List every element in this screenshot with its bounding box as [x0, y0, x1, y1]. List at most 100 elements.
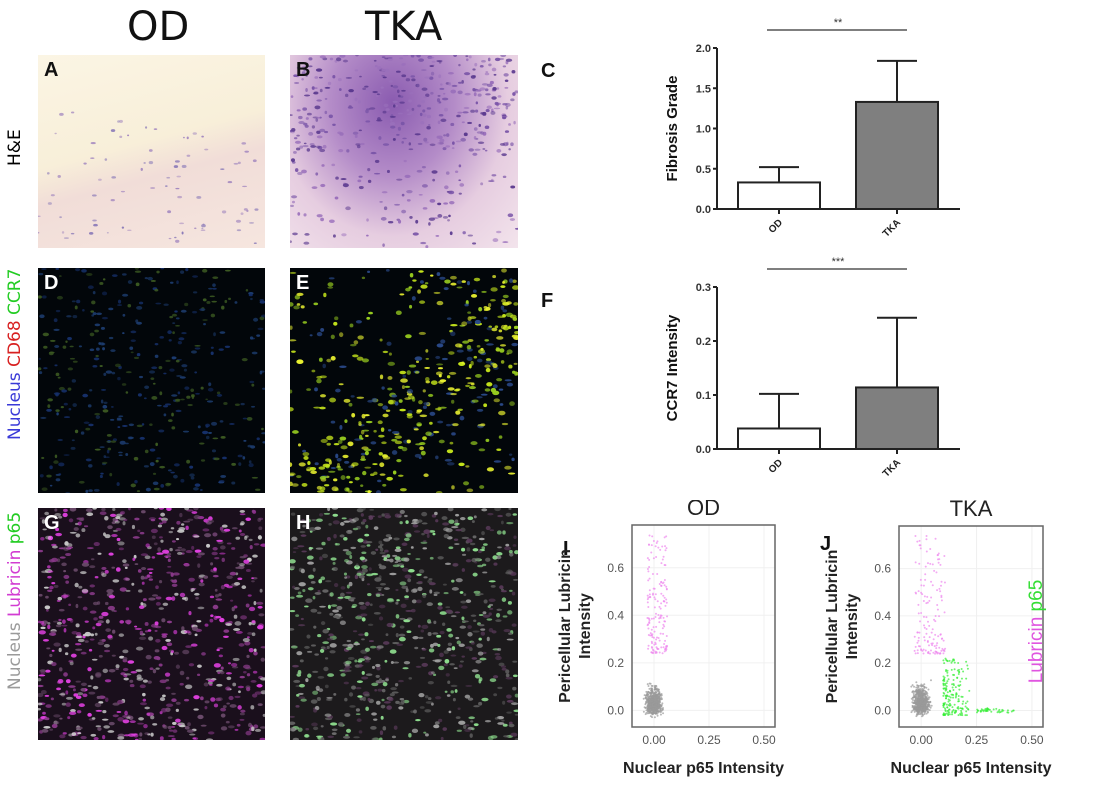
cell	[201, 227, 204, 230]
cell	[448, 546, 454, 550]
data-point	[913, 649, 916, 652]
significance-label: ***	[832, 256, 846, 268]
cell	[437, 556, 444, 560]
data-point	[952, 658, 955, 661]
data-point	[660, 584, 663, 587]
cell	[362, 519, 367, 523]
data-point	[965, 714, 968, 717]
cell	[437, 602, 443, 606]
cell	[155, 442, 158, 447]
cell	[122, 719, 130, 724]
cell	[124, 442, 129, 445]
cell	[248, 293, 253, 297]
data-point	[917, 612, 920, 615]
data-point	[665, 587, 668, 590]
cell	[373, 471, 378, 475]
data-point	[655, 542, 658, 545]
cell	[321, 164, 325, 167]
cell	[332, 614, 340, 619]
cell	[331, 732, 337, 736]
cell	[447, 642, 452, 646]
cell	[420, 541, 428, 544]
cell	[398, 701, 405, 706]
cell	[45, 595, 49, 599]
cell	[512, 674, 518, 678]
cell	[198, 582, 205, 587]
cell	[416, 409, 423, 413]
data-point	[953, 668, 956, 671]
data-point	[917, 645, 920, 648]
cell	[110, 406, 114, 408]
cell	[427, 681, 434, 685]
cell	[425, 349, 429, 353]
cell	[455, 410, 461, 415]
cell	[484, 339, 489, 342]
cell	[300, 617, 304, 621]
cell	[57, 679, 64, 684]
cell	[157, 547, 161, 552]
data-point	[915, 689, 918, 692]
cell	[455, 636, 460, 640]
cell	[201, 652, 206, 656]
cell	[221, 210, 227, 214]
cell	[130, 483, 136, 488]
data-point	[657, 701, 660, 704]
cell	[75, 642, 82, 646]
cell	[449, 663, 455, 666]
data-point	[952, 673, 955, 676]
panel-label-b: B	[296, 59, 311, 81]
cell	[484, 88, 489, 92]
cell	[400, 121, 405, 126]
cell	[104, 570, 109, 574]
cell	[450, 282, 457, 286]
cell	[487, 512, 494, 516]
cell	[489, 529, 495, 532]
cell	[378, 604, 386, 609]
data-point	[646, 616, 649, 619]
cell	[194, 483, 201, 487]
cell	[487, 57, 491, 62]
cell	[300, 534, 307, 537]
cell	[99, 446, 105, 448]
cell	[202, 319, 208, 321]
cell	[475, 101, 479, 105]
cell	[428, 578, 433, 581]
cell	[58, 515, 63, 519]
cell	[505, 673, 510, 678]
cell	[205, 435, 210, 440]
cell	[38, 231, 40, 234]
cell	[158, 517, 162, 520]
cell	[322, 144, 327, 149]
data-point	[920, 704, 923, 707]
cell	[478, 123, 482, 127]
cell	[200, 386, 204, 390]
cell	[482, 543, 488, 546]
cell	[384, 68, 390, 73]
cell	[455, 513, 460, 517]
data-point	[652, 557, 655, 560]
cell	[161, 633, 168, 636]
cell	[446, 694, 451, 697]
data-point	[936, 651, 939, 654]
cell	[448, 190, 455, 195]
cell	[385, 268, 390, 272]
cell	[343, 681, 350, 685]
cell	[466, 547, 471, 552]
cell	[133, 733, 139, 738]
data-point	[911, 684, 914, 687]
cell	[105, 697, 109, 702]
data-point	[922, 584, 925, 587]
cell	[135, 319, 139, 323]
cell	[412, 279, 417, 282]
cell	[361, 617, 366, 622]
cell	[68, 408, 72, 411]
data-point	[651, 572, 654, 575]
cell	[467, 382, 475, 385]
cell	[158, 508, 165, 510]
cell	[365, 673, 373, 677]
cell	[310, 145, 317, 148]
cell	[183, 368, 187, 372]
cell	[248, 538, 253, 542]
data-point	[650, 640, 653, 643]
cell	[466, 488, 474, 493]
